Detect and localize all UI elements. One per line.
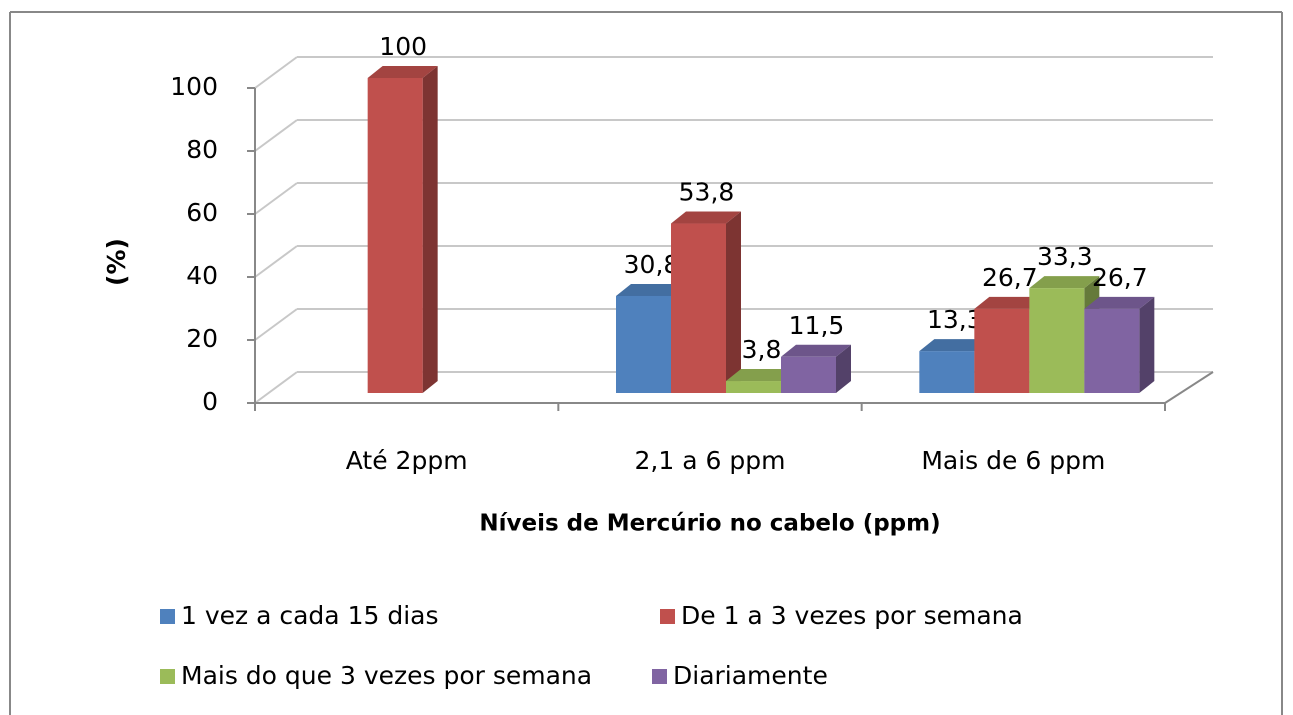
grid-line-side — [254, 56, 298, 89]
bar-side — [726, 211, 741, 393]
bar — [919, 351, 975, 393]
bar-top — [1084, 296, 1155, 309]
x-tick-label: 2,1 a 6 ppm — [635, 446, 786, 475]
bar-top — [671, 211, 741, 224]
grid-line-side — [254, 182, 298, 215]
value-label: 100 — [379, 32, 427, 61]
bar — [671, 223, 726, 393]
grid-line-side — [254, 308, 298, 341]
bar — [781, 356, 836, 393]
grid-line-side — [254, 119, 298, 152]
bar — [367, 78, 423, 393]
bar-side — [836, 344, 851, 393]
bar-top — [919, 339, 990, 352]
legend-swatch — [160, 609, 175, 624]
bar — [974, 308, 1030, 393]
y-tick-label: 0 — [202, 387, 218, 416]
legend-label: 1 vez a cada 15 dias — [181, 601, 438, 630]
bar-side — [1139, 296, 1155, 393]
x-axis-title: Níveis de Mercúrio no cabelo (ppm) — [479, 511, 940, 537]
bar-top — [781, 344, 851, 357]
y-tick-label: 80 — [186, 135, 218, 164]
value-label: 26,7 — [982, 263, 1038, 292]
bar — [616, 295, 671, 393]
x-tick-label: Mais de 6 ppm — [921, 446, 1105, 475]
legend-swatch — [652, 669, 667, 684]
floor-edge — [1164, 371, 1214, 404]
bar — [1029, 288, 1085, 393]
bar-top — [726, 369, 796, 382]
legend-label: Mais do que 3 vezes por semana — [181, 661, 592, 690]
bar-top — [367, 66, 438, 78]
y-tick-label: 20 — [186, 324, 218, 353]
legend-swatch — [660, 609, 675, 624]
legend-label: Diariamente — [673, 661, 828, 690]
y-axis-title: (%) — [102, 238, 131, 286]
bar-top — [974, 296, 1045, 309]
x-tick-label: Até 2ppm — [346, 446, 468, 475]
bar-top — [616, 283, 686, 296]
value-label: 30,8 — [624, 250, 680, 279]
bar-top — [1029, 276, 1100, 289]
bar — [1084, 308, 1140, 393]
y-tick-label: 60 — [186, 198, 218, 227]
y-tick-label: 40 — [186, 261, 218, 290]
legend-label: De 1 a 3 vezes por semana — [681, 601, 1023, 630]
grid-line-side — [254, 245, 298, 278]
legend-swatch — [160, 669, 175, 684]
grid-line-side — [254, 371, 298, 404]
value-label: 13,3 — [927, 305, 983, 334]
value-label: 11,5 — [789, 311, 845, 340]
y-tick-label: 100 — [170, 72, 218, 101]
bar — [726, 381, 781, 393]
bar-side — [422, 66, 438, 393]
value-label: 3,8 — [742, 335, 782, 364]
value-label: 53,8 — [679, 178, 735, 207]
value-label: 33,3 — [1037, 242, 1093, 271]
value-label: 26,7 — [1092, 263, 1148, 292]
